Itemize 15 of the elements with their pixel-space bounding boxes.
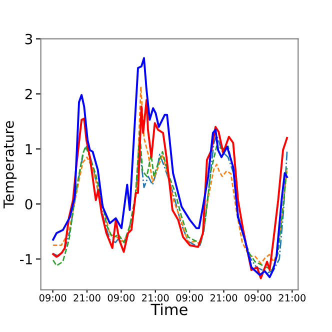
x-tick-label: 21:00 (210, 294, 238, 302)
y-tick-label: 0 (25, 198, 32, 210)
x-tick-label: 21:00 (142, 294, 169, 302)
y-tick-label: 3 (25, 34, 32, 44)
x-tick-label: 09:00 (39, 294, 66, 302)
y-tick-label: -1 (20, 254, 32, 264)
x-tick-label: 09:00 (176, 294, 203, 302)
x-tick-label: 09:00 (244, 294, 272, 302)
y-axis-title: Temperature (4, 121, 17, 208)
x-tick-label: 21:00 (74, 294, 100, 302)
y-tick-label: 1 (26, 144, 32, 154)
x-axis-title: Time (150, 303, 188, 316)
x-tick-label: 09:00 (108, 294, 135, 302)
y-tick-label: 2 (25, 88, 32, 100)
x-tick-label: 21:00 (278, 294, 306, 302)
